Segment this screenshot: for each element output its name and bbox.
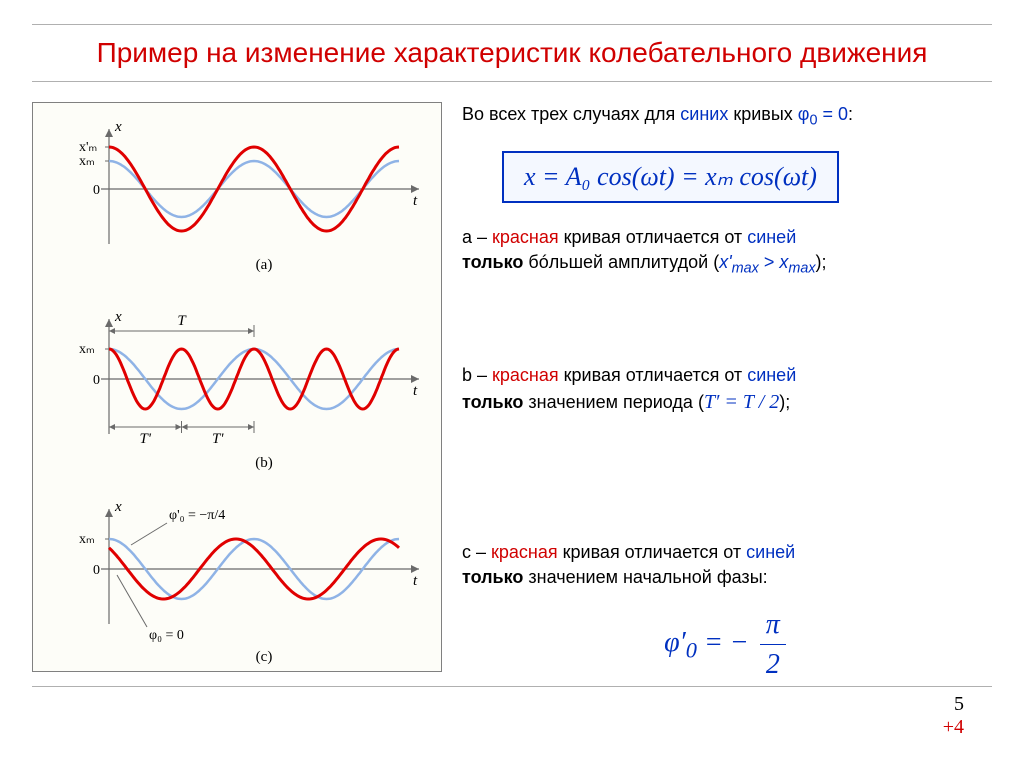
- svg-text:0: 0: [93, 373, 100, 388]
- text-column: Во всех трех случаях для синих кривых φ0…: [462, 102, 992, 684]
- main-formula: x = A₀ cos(ωt) = xₘ cos(ωt): [502, 151, 839, 203]
- chart-panel: xtx'ₘxₘ0(a)xtxₘ0TT'T'(b)xtxₘ0φ'₀ = −π/4φ…: [32, 102, 442, 672]
- svg-text:(b): (b): [255, 455, 273, 471]
- svg-text:t: t: [413, 193, 418, 209]
- svg-text:φ₀ = 0: φ₀ = 0: [149, 628, 184, 643]
- page-number: 5 +4: [943, 693, 964, 739]
- svg-text:T': T': [139, 431, 151, 447]
- svg-text:(c): (c): [256, 649, 273, 665]
- svg-text:t: t: [413, 573, 418, 589]
- svg-text:xₘ: xₘ: [79, 342, 95, 357]
- phase-formula: φ′0 = − π2: [462, 605, 992, 684]
- svg-text:T: T: [177, 313, 187, 329]
- svg-text:x: x: [114, 499, 122, 515]
- svg-text:φ'₀ = −π/4: φ'₀ = −π/4: [169, 508, 225, 523]
- svg-text:t: t: [413, 383, 418, 399]
- svg-text:x: x: [114, 309, 122, 325]
- svg-text:x: x: [114, 119, 122, 135]
- slide-title: Пример на изменение характеристик колеба…: [32, 37, 992, 69]
- svg-text:0: 0: [93, 183, 100, 198]
- bullet-c: c – красная кривая отличается от синей т…: [462, 540, 992, 590]
- svg-text:T': T': [212, 431, 224, 447]
- content-row: xtx'ₘxₘ0(a)xtxₘ0TT'T'(b)xtxₘ0φ'₀ = −π/4φ…: [32, 102, 992, 684]
- bullet-a: a – красная кривая отличается от синей т…: [462, 225, 992, 279]
- oscillation-charts: xtx'ₘxₘ0(a)xtxₘ0TT'T'(b)xtxₘ0φ'₀ = −π/4φ…: [39, 109, 435, 665]
- svg-text:0: 0: [93, 563, 100, 578]
- svg-text:xₘ: xₘ: [79, 532, 95, 547]
- bullet-b: b – красная кривая отличается от синей т…: [462, 363, 992, 416]
- slide: Пример на изменение характеристик колеба…: [0, 0, 1024, 767]
- rule-mid: [32, 81, 992, 82]
- rule-top: [32, 24, 992, 25]
- intro-line: Во всех трех случаях для синих кривых φ0…: [462, 102, 992, 131]
- rule-bottom: [32, 686, 992, 687]
- svg-text:x'ₘ: x'ₘ: [79, 140, 97, 155]
- svg-text:xₘ: xₘ: [79, 154, 95, 169]
- svg-text:(a): (a): [256, 257, 273, 273]
